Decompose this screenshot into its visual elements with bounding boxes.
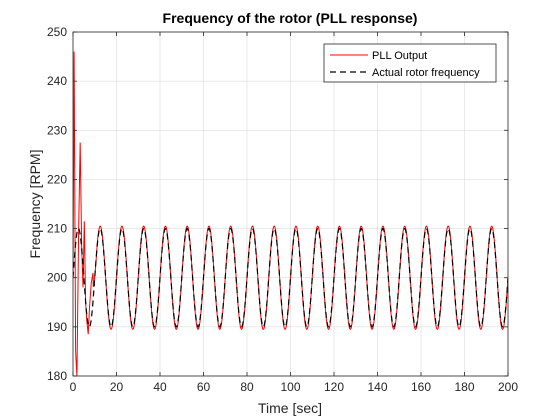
x-tick-label: 0: [70, 380, 77, 394]
y-tick-label: 190: [47, 320, 67, 334]
y-axis-title: Frequency [RPM]: [27, 150, 43, 259]
legend-box: [323, 43, 497, 83]
x-tick-label: 80: [240, 380, 254, 394]
y-tick-label: 240: [47, 74, 67, 88]
y-tick-labels: 180 190 200 210 220 230 240 250: [47, 25, 67, 383]
x-tick-label: 140: [367, 380, 387, 394]
chart-title: Frequency of the rotor (PLL response): [163, 10, 418, 26]
legend-label-actual-rotor-frequency: Actual rotor frequency: [372, 67, 480, 79]
x-axis-title: Time [sec]: [258, 400, 322, 416]
series-line-actual-rotor-frequency: [73, 227, 508, 328]
legend-label-pll-output: PLL Output: [372, 50, 427, 62]
x-tick-label: 200: [498, 380, 518, 394]
y-tick-label: 180: [47, 369, 67, 383]
y-tick-label: 200: [47, 271, 67, 285]
axis-ticks: [72, 31, 509, 377]
x-tick-label: 20: [110, 380, 124, 394]
y-tick-label: 210: [47, 222, 67, 236]
x-tick-label: 60: [197, 380, 211, 394]
x-tick-label: 180: [454, 380, 474, 394]
x-tick-label: 40: [153, 380, 167, 394]
y-tick-label: 230: [47, 123, 67, 137]
series-layer: [73, 51, 508, 376]
y-tick-label: 220: [47, 172, 67, 186]
y-tick-label: 250: [47, 25, 67, 39]
x-tick-labels: 0 20 40 60 80 100 120 140 160 180 200: [70, 380, 519, 394]
legend: PLL Output Actual rotor frequency: [323, 43, 497, 83]
x-tick-label: 120: [324, 380, 344, 394]
x-tick-label: 100: [280, 380, 300, 394]
x-tick-label: 160: [411, 380, 431, 394]
